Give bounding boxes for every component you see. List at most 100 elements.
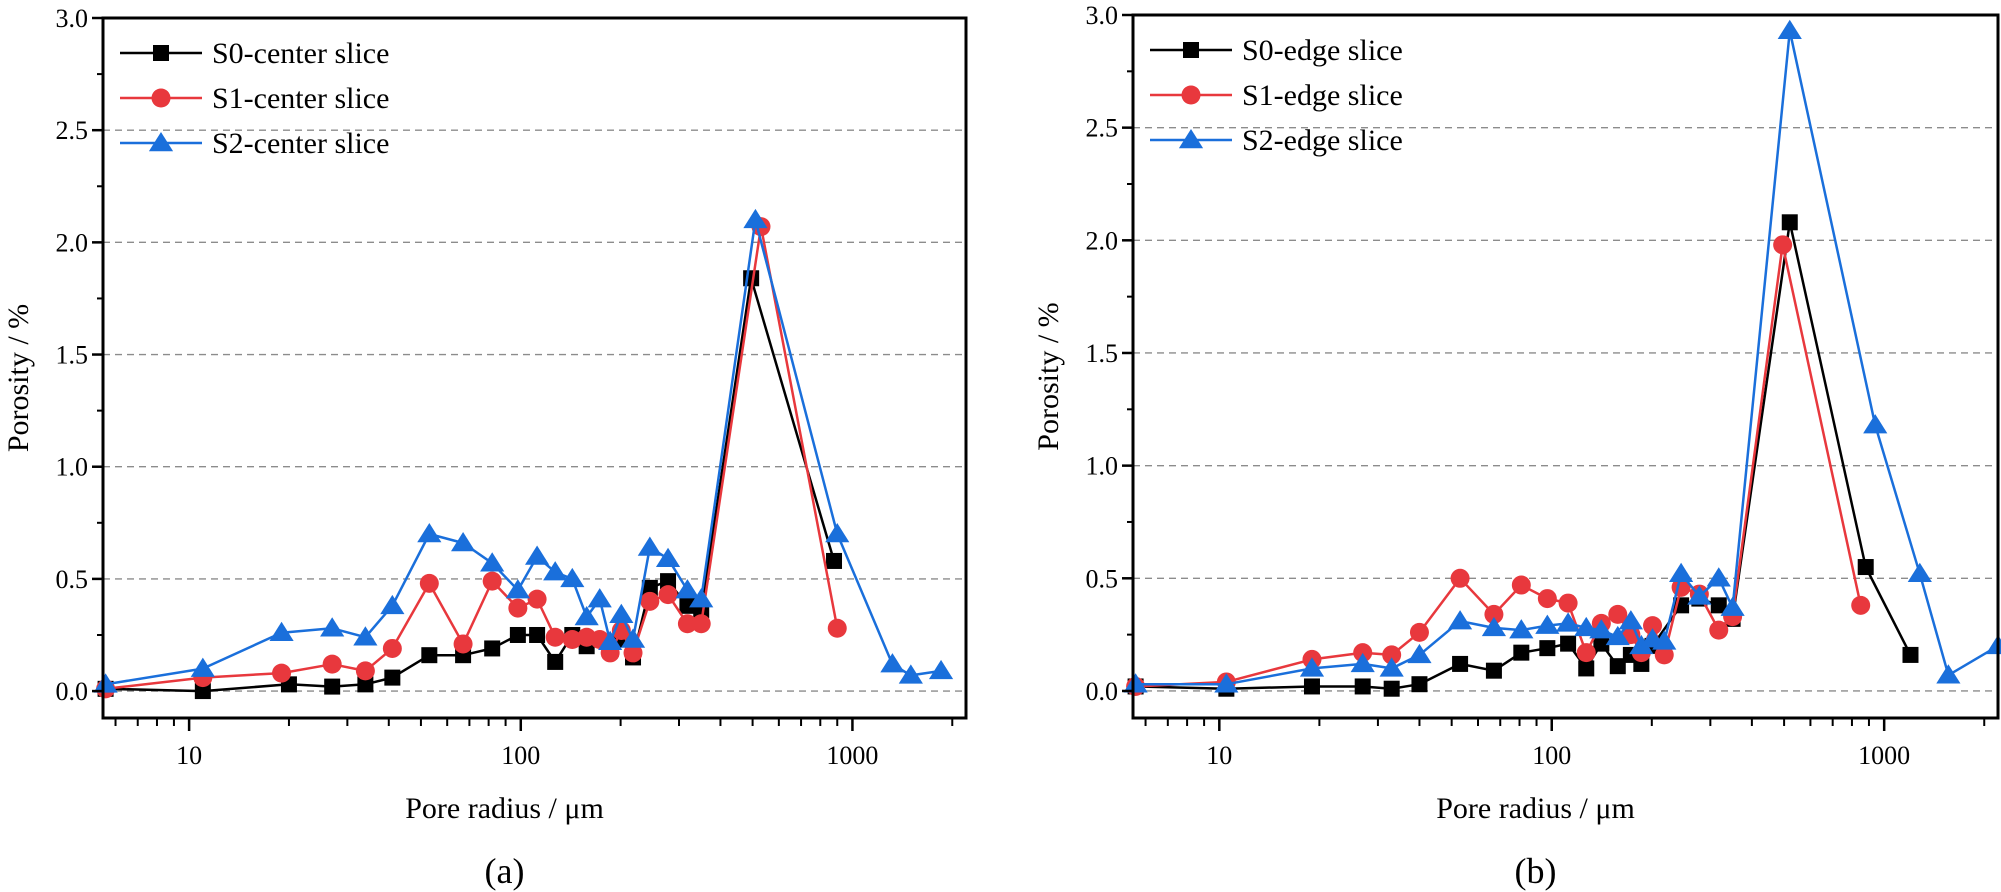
data-point-square <box>826 552 843 569</box>
data-point-circle <box>1851 595 1871 615</box>
data-point-triangle <box>655 547 681 567</box>
data-point-triangle <box>269 621 294 641</box>
data-point-circle <box>1537 589 1557 609</box>
data-point-circle <box>1576 643 1596 663</box>
data-point-triangle <box>1481 616 1507 637</box>
data-point-square <box>1560 635 1577 652</box>
legend-item: S1-center slice <box>120 82 389 115</box>
y-axis-b: 0.0 0.5 1.0 1.5 2.0 2.5 3.0 <box>1086 1 1133 706</box>
data-point-circle <box>623 643 643 663</box>
data-point-triangle <box>353 626 378 646</box>
data-point-triangle <box>1556 612 1581 632</box>
data-point-triangle <box>1629 634 1654 655</box>
data-point-triangle <box>598 630 623 650</box>
y-tick-label: 2.5 <box>1086 114 1119 143</box>
data-point-square <box>153 45 169 61</box>
data-point-triangle <box>524 545 550 565</box>
data-point-triangle <box>1936 664 1961 684</box>
data-point-triangle <box>587 588 612 608</box>
legend-label: S0-edge slice <box>1242 34 1403 67</box>
data-point-square <box>324 678 341 695</box>
data-point-circle <box>1608 604 1628 624</box>
legend-label: S0-center slice <box>212 37 389 70</box>
data-point-circle <box>691 614 711 634</box>
data-point-square <box>1609 658 1626 675</box>
series-layer-a <box>93 208 954 700</box>
x-tick-label: 1000 <box>826 741 878 770</box>
y-axis-title-a: Porosity / % <box>2 304 35 452</box>
data-point-square <box>1383 680 1400 697</box>
data-point-triangle <box>574 606 599 626</box>
data-point-square <box>679 597 696 614</box>
x-tick-label: 10 <box>1206 741 1232 770</box>
data-point-square <box>1578 660 1595 677</box>
series-layer-b <box>1123 19 2001 697</box>
data-point-triangle <box>1214 673 1239 693</box>
y-tick-label: 0.0 <box>56 677 89 706</box>
data-point-triangle <box>609 603 634 624</box>
legend-item: S2-center slice <box>120 127 389 160</box>
data-point-triangle <box>1605 625 1630 646</box>
data-point-square <box>1539 640 1556 657</box>
y-tick-label: 1.5 <box>1086 339 1119 368</box>
x-axis-a: 10 100 1000 <box>114 718 954 770</box>
legend-label: S2-center slice <box>212 127 389 160</box>
data-point-square <box>1183 42 1199 58</box>
legend-item: S0-edge slice <box>1150 34 1403 67</box>
x-axis-title-b: Pore radius / μm <box>1436 792 1635 825</box>
data-point-circle <box>1484 604 1504 624</box>
data-point-triangle <box>320 617 345 637</box>
data-point-circle <box>508 598 528 618</box>
panel-label-b: (b) <box>1515 851 1557 891</box>
data-point-triangle <box>825 523 850 543</box>
data-point-circle <box>355 661 375 681</box>
data-point-square <box>641 579 658 596</box>
data-point-triangle <box>1618 610 1643 630</box>
x-tick-label: 100 <box>501 741 540 770</box>
data-point-triangle <box>190 657 215 677</box>
data-point-circle <box>1558 593 1578 613</box>
series-s2 <box>1123 19 2001 693</box>
data-point-square <box>1485 662 1502 679</box>
data-point-triangle <box>450 532 476 552</box>
data-point-triangle <box>1299 657 1325 677</box>
data-point-triangle <box>1687 585 1712 605</box>
data-point-triangle <box>1123 673 1148 693</box>
data-point-triangle <box>620 628 646 648</box>
y-tick-label: 0.0 <box>1086 677 1119 706</box>
series-s2 <box>93 208 954 693</box>
data-point-triangle <box>93 673 118 693</box>
data-point-circle <box>419 573 439 593</box>
data-point-triangle <box>928 659 954 680</box>
legend-label: S1-center slice <box>212 82 389 115</box>
chart-panel-a: 0.0 0.5 1.0 1.5 2.0 2.5 3.0 10 100 1000 Pore rad… <box>2 4 968 891</box>
y-tick-label: 2.0 <box>56 228 89 257</box>
data-point-square <box>1411 676 1428 693</box>
data-point-circle <box>1181 85 1201 105</box>
data-point-triangle <box>675 579 700 599</box>
y-tick-label: 2.0 <box>1086 226 1119 255</box>
data-point-circle <box>545 627 565 647</box>
legend-item: S1-edge slice <box>1150 79 1403 112</box>
data-point-square <box>1354 678 1371 695</box>
data-point-triangle <box>898 664 923 684</box>
data-point-circle <box>1353 643 1373 663</box>
data-point-triangle <box>1509 619 1534 639</box>
y-axis-a: 0.0 0.5 1.0 1.5 2.0 2.5 3.0 <box>56 4 103 706</box>
data-point-triangle <box>480 552 505 572</box>
data-point-triangle <box>1407 643 1432 664</box>
series-line <box>1135 221 1912 690</box>
data-point-circle <box>1511 575 1531 595</box>
y-axis-title-b: Porosity / % <box>1032 302 1065 450</box>
series-s0 <box>97 270 843 700</box>
data-point-circle <box>827 618 847 638</box>
data-point-circle <box>272 663 292 683</box>
data-point-square <box>1781 214 1798 231</box>
plot-frame-b <box>1131 13 2000 720</box>
data-point-triangle <box>743 208 768 229</box>
data-point-square <box>484 640 501 657</box>
data-point-triangle <box>1574 616 1599 637</box>
data-point-triangle <box>880 653 905 673</box>
data-point-square <box>1593 635 1610 652</box>
data-point-circle <box>658 585 678 605</box>
